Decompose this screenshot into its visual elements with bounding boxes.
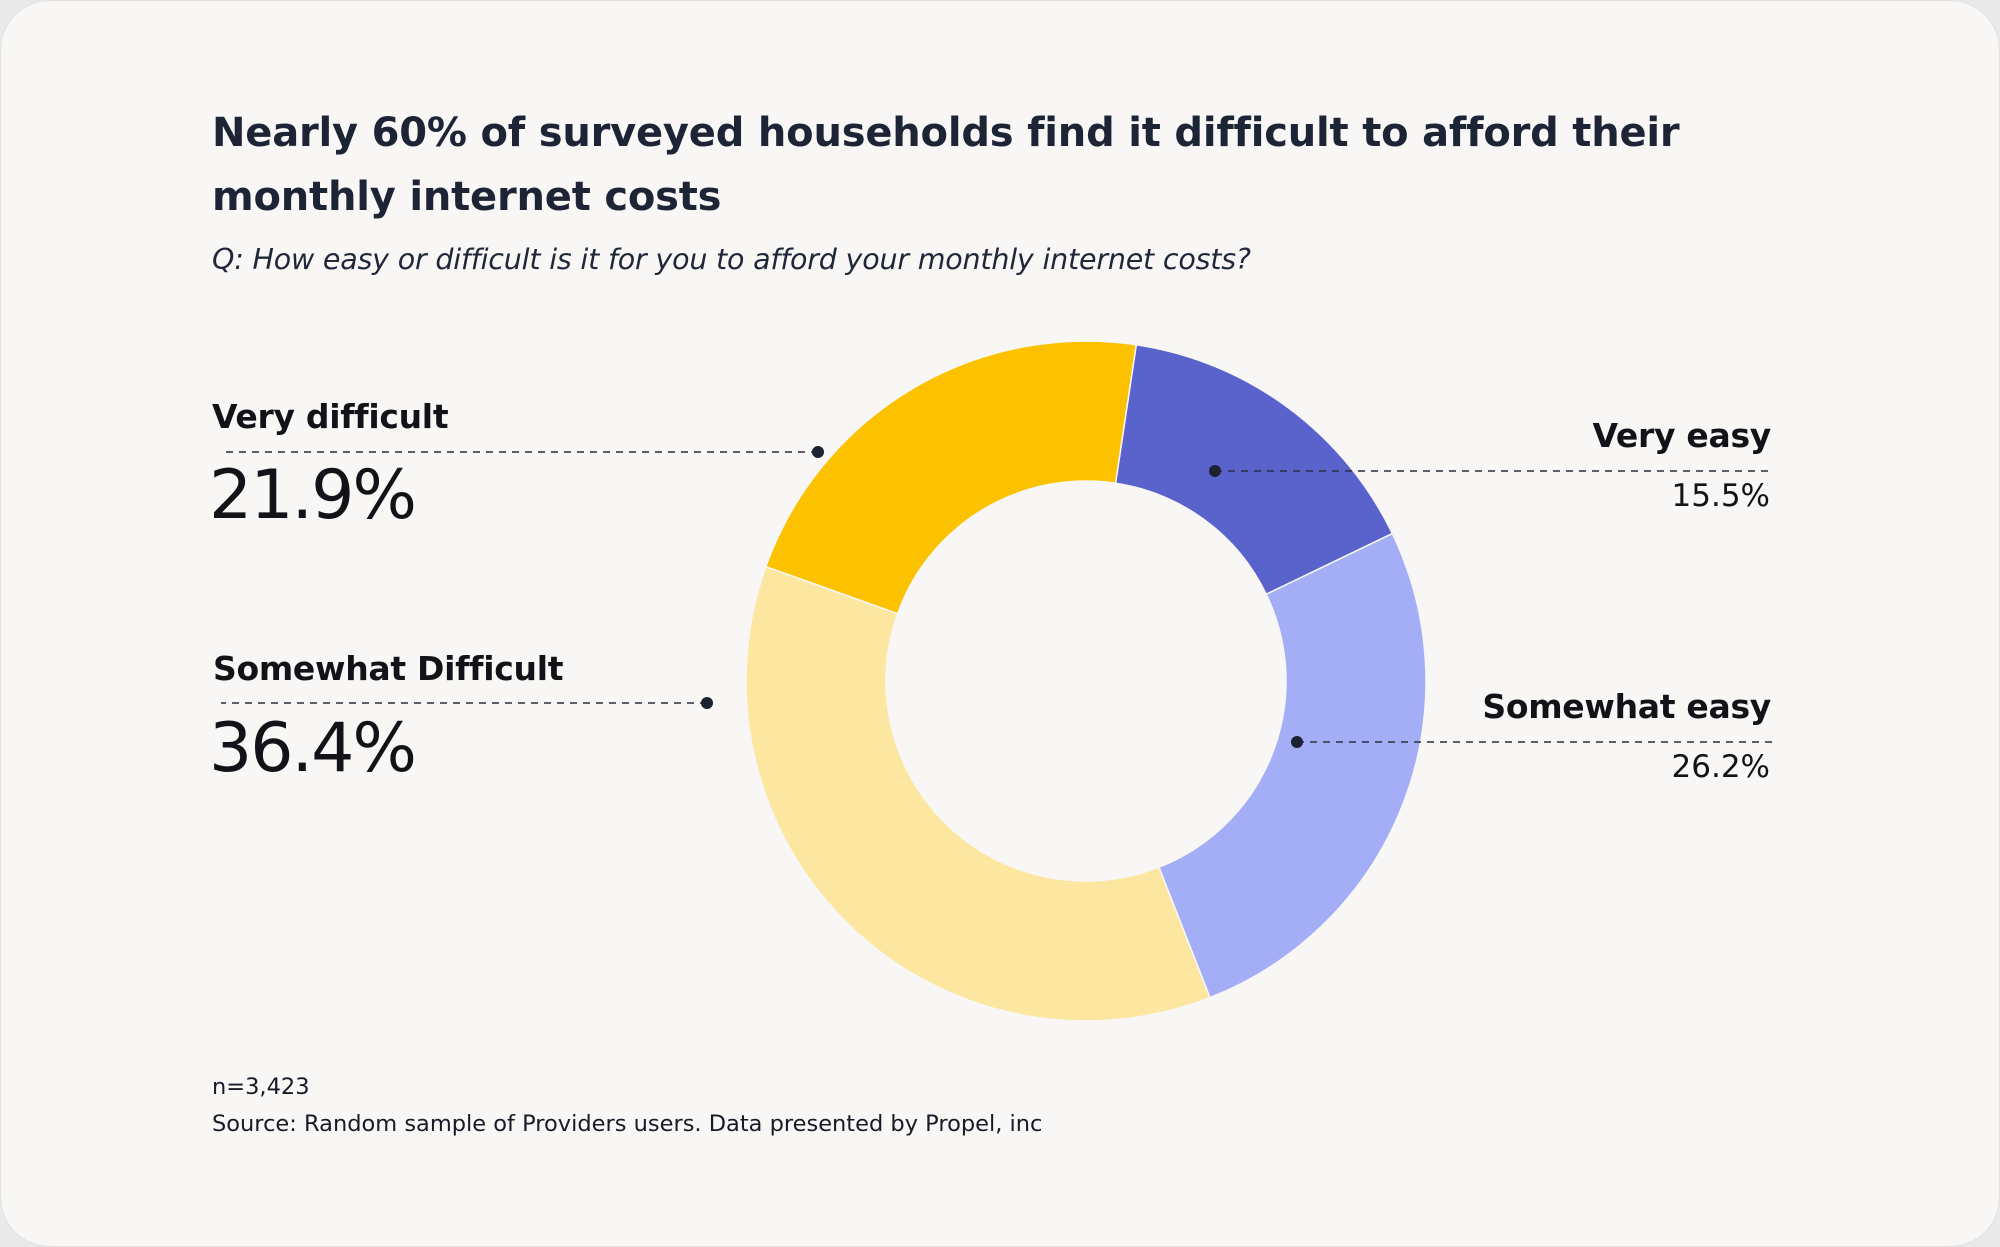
sample-size: n=3,423 (212, 1074, 310, 1100)
leader-dot-very-easy (1209, 465, 1221, 477)
slice-very-easy (1114, 343, 1394, 596)
slice-somewhat-easy (1157, 532, 1427, 999)
label-very-difficult: Very difficult (212, 397, 449, 436)
value-somewhat-easy: 26.2% (1671, 749, 1770, 785)
donut-slices (745, 340, 1427, 1022)
source-note: Source: Random sample of Providers users… (212, 1111, 1043, 1137)
slice-somewhat-difficult (745, 565, 1211, 1022)
label-somewhat-difficult: Somewhat Difficult (213, 649, 564, 688)
label-very-easy: Very easy (1592, 416, 1772, 455)
leader-dot-somewhat-difficult (701, 697, 713, 709)
leader-dot-very-difficult (812, 446, 824, 458)
slice-very-difficult (764, 340, 1138, 615)
value-somewhat-difficult: 36.4% (209, 709, 417, 788)
leader-lines (221, 446, 1773, 748)
value-very-easy: 15.5% (1671, 478, 1770, 514)
chart-title: Nearly 60% of surveyed households find i… (212, 110, 1680, 220)
chart-subtitle: Q: How easy or difficult is it for you t… (212, 243, 1251, 276)
value-very-difficult: 21.9% (209, 456, 417, 535)
label-somewhat-easy: Somewhat easy (1482, 687, 1771, 726)
leader-dot-somewhat-easy (1291, 736, 1303, 748)
